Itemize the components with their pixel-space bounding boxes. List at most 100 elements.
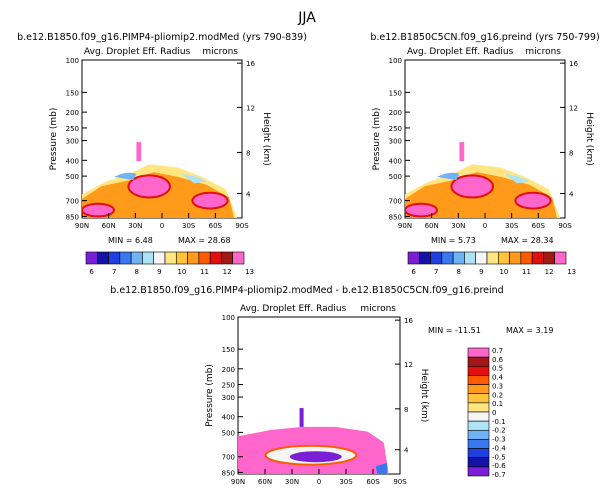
colorbar-label: 7 (112, 268, 116, 276)
x-tick-label: 0 (483, 222, 487, 230)
y-right-tick-label: 8 (404, 406, 408, 414)
colorbar-swatch (543, 251, 556, 265)
colorbar-label: 13 (567, 268, 576, 276)
colorbar: 6 7 8 9 10 11 12 13 (85, 251, 254, 276)
x-tick-label: 90S (558, 222, 572, 230)
season-title: JJA (297, 10, 316, 26)
colorbar-label: -0.2 (492, 427, 506, 435)
field-spike (136, 142, 142, 162)
panel-units: microns (360, 304, 396, 314)
colorbar-swatch (509, 251, 522, 265)
colorbar-label: 0.6 (492, 356, 504, 364)
y-right-tick-label: 12 (404, 361, 413, 369)
colorbar-swatch (85, 251, 98, 265)
x-tick-label: 60N (102, 222, 116, 230)
colorbar-label: 9 (157, 268, 161, 276)
colorbar-swatch (96, 251, 109, 265)
y-right-tick-label: 16 (404, 317, 413, 325)
x-tick-label: 90S (235, 222, 249, 230)
colorbar-swatch (209, 251, 222, 265)
y-tick-label: 400 (222, 414, 235, 422)
colorbar-swatch (232, 251, 245, 265)
colorbar-label: 12 (223, 268, 232, 276)
colorbar-swatch (441, 251, 454, 265)
colorbar-label: -0.1 (492, 418, 506, 426)
colorbar-swatch (486, 251, 499, 265)
y-tick-label: 400 (389, 157, 402, 165)
colorbar-label: 0 (492, 409, 496, 417)
field-cyan-patch (504, 173, 530, 184)
panel-subtitle: Avg. Droplet Eff. Radius (84, 47, 191, 57)
colorbar-swatch (467, 420, 490, 431)
max-readout: MAX = 28.34 (501, 236, 554, 245)
colorbar-swatch (430, 251, 443, 265)
colorbar-swatch (467, 347, 490, 358)
colorbar-swatch (467, 402, 490, 413)
colorbar-label: 0.1 (492, 400, 503, 408)
y-right-tick-label: 4 (246, 191, 251, 199)
panel-left: b.e12.B1850.f09_g16.PIMP4-pliomip2.modMe… (17, 32, 307, 276)
colorbar-label: -0.3 (492, 436, 506, 444)
colorbar-swatch (467, 439, 490, 449)
colorbar-swatch (467, 384, 490, 395)
min-readout: MIN = 6.48 (108, 236, 153, 245)
colorbar-swatch (554, 251, 567, 265)
diff-spike (299, 408, 304, 427)
y-tick-label: 700 (389, 198, 402, 206)
x-tick-label: 0 (160, 222, 164, 230)
y-tick-label: 100 (389, 57, 402, 65)
colorbar: 6 7 8 9 10 11 12 13 (407, 251, 576, 276)
colorbar-swatch (467, 466, 490, 477)
y-tick-label: 150 (389, 89, 402, 97)
x-tick-label: 30N (128, 222, 142, 230)
colorbar-swatch (467, 457, 490, 468)
panel-subtitle: Avg. Droplet Eff. Radius (407, 47, 514, 57)
x-tick-label: 90N (75, 222, 89, 230)
y-tick-label: 300 (66, 138, 79, 146)
y-tick-label: 500 (389, 173, 402, 181)
colorbar-label: 13 (245, 268, 254, 276)
colorbar-label: 11 (522, 268, 531, 276)
colorbar-label: 0.3 (492, 382, 503, 390)
y-tick-label: 200 (66, 109, 79, 117)
y-right-tick-label: 12 (569, 104, 578, 112)
diff-blue-corner (375, 463, 388, 474)
colorbar-swatch (467, 448, 490, 459)
panel-title: b.e12.B1850C5CN.f09_g16.preind (yrs 750-… (370, 32, 599, 43)
field-core-south (191, 191, 229, 210)
y-tick-label: 100 (222, 314, 235, 322)
heat-field (405, 142, 561, 218)
panels: b.e12.B1850.f09_g16.PIMP4-pliomip2.modMe… (17, 32, 600, 486)
colorbar-label: 7 (434, 268, 438, 276)
y-right-tick-label: 4 (569, 191, 574, 199)
y-tick-label: 300 (222, 394, 235, 402)
heat-field (82, 142, 238, 218)
colorbar-swatch (108, 251, 121, 265)
field-core-north (82, 202, 115, 218)
colorbar-swatch (418, 251, 431, 265)
y-right-tick-label: 8 (569, 149, 573, 157)
x-tick-label: 60S (209, 222, 223, 230)
y-right-tick-label: 16 (246, 60, 255, 68)
colorbar-swatch (531, 251, 544, 265)
x-tick-label: 0 (317, 478, 321, 486)
colorbar-swatch (187, 251, 200, 265)
y-tick-label: 400 (66, 157, 79, 165)
colorbar-label: 0.2 (492, 391, 503, 399)
y-tick-label: 700 (66, 198, 79, 206)
y-tick-label: 850 (222, 469, 235, 477)
colorbar-swatch (142, 251, 155, 265)
x-tick-label: 30N (451, 222, 465, 230)
min-readout: MIN = -11.51 (428, 326, 481, 335)
colorbar-label: 12 (545, 268, 554, 276)
colorbar-label: 9 (479, 268, 483, 276)
colorbar-label: 6 (411, 268, 416, 276)
colorbar-label: 11 (200, 268, 209, 276)
y-tick-label: 250 (222, 382, 235, 390)
x-tick-label: 90N (398, 222, 412, 230)
panel-units: microns (525, 47, 561, 57)
panel-units: microns (202, 47, 238, 57)
colorbar-swatch (198, 251, 211, 265)
y-tick-label: 500 (66, 173, 79, 181)
